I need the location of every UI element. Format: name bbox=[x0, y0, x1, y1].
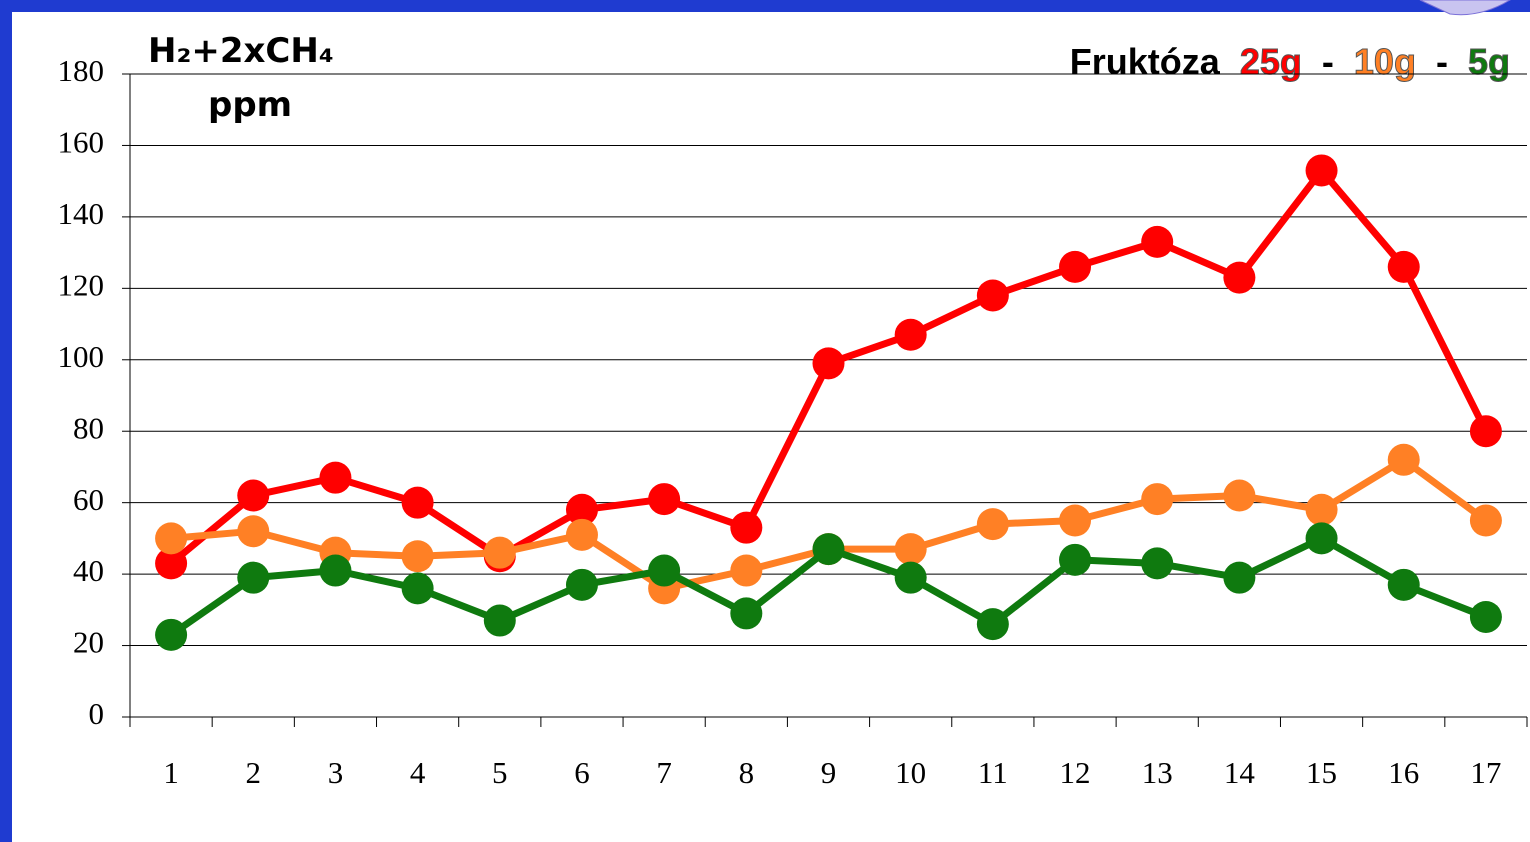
data-point bbox=[401, 486, 434, 519]
x-tick-label: 9 bbox=[821, 755, 837, 790]
data-point bbox=[565, 568, 598, 601]
plot-background bbox=[12, 12, 1530, 842]
data-point bbox=[319, 461, 352, 494]
data-point bbox=[1305, 493, 1338, 526]
x-tick-label: 13 bbox=[1142, 755, 1173, 790]
data-point bbox=[976, 608, 1009, 641]
data-point bbox=[565, 493, 598, 526]
data-point bbox=[401, 572, 434, 605]
y-tick-label: 140 bbox=[58, 196, 105, 231]
y-tick-label: 160 bbox=[58, 125, 105, 160]
data-point bbox=[648, 483, 681, 516]
data-point bbox=[155, 522, 188, 555]
x-tick-label: 7 bbox=[656, 755, 672, 790]
data-point bbox=[1387, 250, 1420, 283]
data-point bbox=[730, 554, 763, 587]
data-point bbox=[1141, 483, 1174, 516]
x-tick-label: 17 bbox=[1470, 755, 1501, 790]
data-point bbox=[894, 533, 927, 566]
data-point bbox=[1141, 547, 1174, 580]
data-point bbox=[1141, 225, 1174, 258]
data-point bbox=[976, 279, 1009, 312]
data-point bbox=[1469, 415, 1502, 448]
data-point bbox=[1223, 261, 1256, 294]
data-point bbox=[401, 540, 434, 573]
y-tick-label: 0 bbox=[89, 696, 105, 731]
data-point bbox=[155, 618, 188, 651]
data-point bbox=[1223, 479, 1256, 512]
x-tick-label: 3 bbox=[328, 755, 344, 790]
data-point bbox=[812, 347, 845, 380]
x-tick-label: 11 bbox=[978, 755, 1008, 790]
data-point bbox=[319, 554, 352, 587]
title-series: 5g bbox=[1468, 41, 1510, 82]
y-axis-label: H₂+2xCH₄ bbox=[148, 31, 334, 71]
x-tick-label: 14 bbox=[1224, 755, 1256, 790]
data-point bbox=[1387, 443, 1420, 476]
y-tick-label: 60 bbox=[73, 482, 104, 517]
x-tick-label: 4 bbox=[410, 755, 426, 790]
data-point bbox=[894, 318, 927, 351]
data-point bbox=[1059, 504, 1092, 537]
data-point bbox=[1059, 250, 1092, 283]
data-point bbox=[1059, 543, 1092, 576]
data-point bbox=[730, 511, 763, 544]
y-tick-label: 40 bbox=[73, 553, 104, 588]
x-tick-label: 6 bbox=[574, 755, 590, 790]
x-tick-label: 1 bbox=[163, 755, 179, 790]
data-point bbox=[155, 547, 188, 580]
data-point bbox=[1223, 561, 1256, 594]
data-point bbox=[1469, 600, 1502, 633]
data-point bbox=[237, 561, 270, 594]
y-tick-label: 80 bbox=[73, 410, 104, 445]
data-point bbox=[483, 536, 516, 569]
data-point bbox=[1305, 154, 1338, 187]
y-tick-label: 180 bbox=[58, 53, 105, 88]
data-point bbox=[730, 597, 763, 630]
data-point bbox=[976, 508, 1009, 541]
x-tick-label: 8 bbox=[739, 755, 755, 790]
title-separator: - bbox=[1436, 41, 1448, 82]
x-tick-label: 10 bbox=[895, 755, 926, 790]
data-point bbox=[1387, 568, 1420, 601]
title-series: 25g bbox=[1240, 41, 1302, 82]
y-tick-label: 20 bbox=[73, 625, 104, 660]
x-tick-label: 16 bbox=[1388, 755, 1419, 790]
chart-title: Fruktóza 25g - 10g - 5g bbox=[1070, 41, 1510, 82]
y-tick-label: 100 bbox=[58, 339, 105, 374]
x-tick-label: 5 bbox=[492, 755, 508, 790]
title-text: Fruktóza bbox=[1070, 41, 1221, 82]
y-axis-unit: ppm bbox=[208, 85, 292, 125]
x-tick-label: 15 bbox=[1306, 755, 1337, 790]
data-point bbox=[237, 515, 270, 548]
data-point bbox=[237, 479, 270, 512]
data-point bbox=[483, 604, 516, 637]
data-point bbox=[812, 533, 845, 566]
data-point bbox=[648, 554, 681, 587]
y-tick-label: 120 bbox=[58, 267, 105, 302]
data-point bbox=[1469, 504, 1502, 537]
x-tick-label: 2 bbox=[246, 755, 262, 790]
decoration bbox=[1419, 0, 1511, 16]
data-point bbox=[1305, 522, 1338, 555]
title-series: 10g bbox=[1354, 41, 1416, 82]
data-point bbox=[565, 518, 598, 551]
title-separator: - bbox=[1322, 41, 1334, 82]
x-tick-label: 12 bbox=[1060, 755, 1091, 790]
data-point bbox=[894, 561, 927, 594]
